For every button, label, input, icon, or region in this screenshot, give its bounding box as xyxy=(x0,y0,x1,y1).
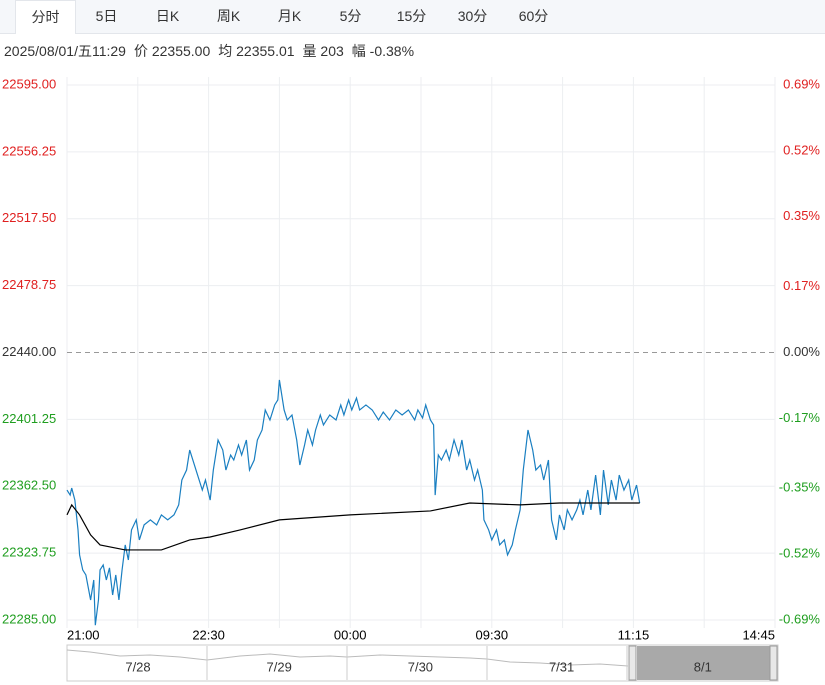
x-tick-label: 14:45 xyxy=(742,627,775,642)
y-tick-label: 22362.50 xyxy=(2,478,56,493)
info-item: 量 203 xyxy=(302,43,344,59)
tab[interactable]: 60分 xyxy=(518,8,549,24)
info-item: 2025/08/01/五11:29 xyxy=(4,43,126,59)
y-tick-label: 22556.25 xyxy=(2,143,56,158)
y2-tick-label: 0.69% xyxy=(783,76,820,91)
navigator-label: 8/1 xyxy=(694,659,712,674)
x-tick-label: 00:00 xyxy=(334,627,367,642)
tab[interactable]: 周K xyxy=(216,8,241,24)
y2-tick-label: -0.17% xyxy=(779,410,821,425)
navigator-label: 7/29 xyxy=(267,659,292,674)
navigator-separators xyxy=(206,646,628,680)
y-tick-label: 22323.75 xyxy=(2,545,56,560)
navigator-label: 7/31 xyxy=(549,659,574,674)
x-tick-label: 09:30 xyxy=(476,627,509,642)
navigator-label: 7/30 xyxy=(408,659,433,674)
navigator-window[interactable] xyxy=(637,646,770,680)
y-tick-label: 22595.00 xyxy=(2,76,56,91)
price-line xyxy=(66,379,641,626)
navigator-handle[interactable] xyxy=(628,645,637,681)
tab[interactable]: 5分 xyxy=(339,8,362,24)
y2-tick-label: 0.00% xyxy=(783,344,820,359)
tab[interactable]: 月K xyxy=(277,8,302,24)
tab[interactable]: 30分 xyxy=(457,8,488,24)
y2-tick-label: -0.69% xyxy=(779,611,821,626)
y2-tick-label: 0.35% xyxy=(783,208,820,223)
x-tick-label: 11:15 xyxy=(618,627,650,642)
y2-tick-label: 0.52% xyxy=(783,142,820,157)
y2-tick-label: -0.35% xyxy=(779,480,821,495)
x-tick-label: 22:30 xyxy=(192,627,225,642)
average-line xyxy=(66,502,640,551)
info-item: 均 22355.01 xyxy=(218,43,295,59)
navigator-handle[interactable] xyxy=(769,645,778,681)
y2-tick-label: -0.52% xyxy=(779,546,821,561)
y-tick-label: 22401.25 xyxy=(2,411,56,426)
tab[interactable]: 15分 xyxy=(396,8,427,24)
info-bar: 2025/08/01/五11:29 价 22355.00 均 22355.01 量 2… xyxy=(4,41,422,61)
tab[interactable]: 5日 xyxy=(95,8,118,24)
y-tick-label: 22440.00 xyxy=(2,344,56,359)
y-tick-label: 22517.50 xyxy=(2,210,56,225)
y2-tick-label: 0.17% xyxy=(783,278,820,293)
tab-bar: 分时 5日 日K 周K 月K 5分 15分 30分 60分 xyxy=(0,0,825,34)
x-tick-label: 21:00 xyxy=(67,627,100,642)
tab[interactable]: 日K xyxy=(155,8,180,24)
tab[interactable]: 分时 xyxy=(15,0,76,34)
y-tick-label: 22285.00 xyxy=(2,611,56,626)
info-item: 幅 -0.38% xyxy=(351,43,415,59)
info-item: 价 22355.00 xyxy=(133,43,211,59)
navigator-label: 7/28 xyxy=(125,659,150,674)
y-tick-label: 22478.75 xyxy=(2,277,56,292)
